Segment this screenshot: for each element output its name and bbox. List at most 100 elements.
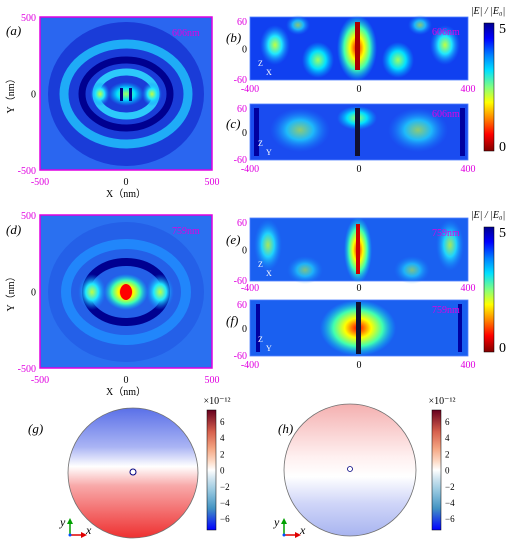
panel-h (281, 403, 417, 538)
map-d-y-tick-2: -500 (18, 364, 36, 375)
map-d-y-label: Y（nm） (5, 272, 17, 312)
panel-letter-a: (a) (6, 23, 21, 38)
cross-c-x-tick-0: -400 (241, 164, 259, 175)
cross-b-y-tick-0: 60 (237, 17, 247, 28)
panel-f (249, 299, 469, 357)
map-d-x-tick-1: 0 (124, 375, 129, 386)
map-d-x-tick-2: 500 (205, 375, 220, 386)
panel-e (249, 217, 469, 284)
cross-b-x-tick-1: 0 (357, 84, 362, 95)
panel-d (39, 214, 213, 369)
colorbar-charge-right-tick-3: 0 (445, 466, 450, 476)
panel-letter-c: (c) (226, 116, 240, 131)
cross-c-axis-h: Y (266, 148, 272, 157)
wavelength-f: 759nm (432, 305, 460, 316)
colorbar-charge-left-exponent: ×10⁻¹² (204, 396, 231, 407)
colorbar-charge-left-tick-1: 4 (220, 433, 225, 443)
colorbar-charge-right-tick-2: 2 (445, 449, 450, 459)
wavelength-b: 606nm (432, 27, 460, 38)
colorbar-e-bottom (483, 226, 495, 353)
panel-c (249, 103, 469, 161)
map-a-x-tick-1: 0 (124, 177, 129, 188)
colorbar-charge-left-tick-2: 2 (220, 449, 225, 459)
wavelength-e: 759nm (432, 228, 460, 239)
colorbar-e-bottom-min: 0 (499, 341, 506, 356)
cross-b-axis-h: X (266, 68, 272, 77)
panel-letter-e: (e) (226, 232, 240, 247)
panel-letter-b: (b) (226, 30, 241, 45)
cross-e-y-tick-1: 0 (242, 246, 247, 257)
cross-b-axis-z: Z (258, 59, 263, 68)
map-a-y-tick-1: 0 (31, 90, 36, 101)
triad-x-label-h: x (299, 523, 306, 537)
map-d-y-tick-1: 0 (31, 288, 36, 299)
cross-e-x-tick-0: -400 (241, 283, 259, 294)
panel-letter-h: (h) (278, 421, 293, 436)
panel-a (39, 16, 213, 171)
colorbar-charge-left-tick-0: 6 (220, 417, 225, 427)
cross-c-y-tick-0: 60 (237, 104, 247, 115)
colorbar-charge-right (431, 409, 442, 531)
cross-c-x-tick-1: 0 (357, 164, 362, 175)
cross-c-y-tick-1: 0 (242, 128, 247, 139)
colorbar-e-top-max: 5 (499, 22, 506, 37)
cross-f-axis-h: Y (266, 344, 272, 353)
colorbar-charge-left-tick-4: −2 (220, 482, 230, 492)
cross-e-axis-h: X (266, 269, 272, 278)
cross-f-axis-z: Z (258, 335, 263, 344)
map-d-y-tick-0: 500 (21, 211, 36, 222)
triad-y-label-g: y (59, 515, 66, 529)
map-a-y-label: Y（nm） (5, 74, 17, 114)
cross-b-y-tick-1: 0 (242, 45, 247, 56)
cross-c-x-tick-2: 400 (461, 164, 476, 175)
panel-letter-d: (d) (6, 222, 21, 237)
cross-c-y-tick-2: -60 (234, 155, 247, 166)
colorbar-charge-left-tick-3: 0 (220, 466, 225, 476)
map-a-y-tick-0: 500 (21, 13, 36, 24)
cross-b-y-tick-2: -60 (234, 75, 247, 86)
colorbar-charge-right-tick-1: 4 (445, 433, 450, 443)
cross-e-x-tick-2: 400 (461, 283, 476, 294)
cross-e-y-tick-2: -60 (234, 276, 247, 287)
colorbar-charge-left-tick-6: −6 (220, 514, 230, 524)
map-a-x-label: X（nm） (106, 188, 146, 200)
colorbar-charge-right-tick-4: −2 (445, 482, 455, 492)
cross-f-y-tick-2: -60 (234, 351, 247, 362)
panel-b (249, 15, 469, 81)
map-a-x-tick-0: -500 (31, 177, 49, 188)
map-d-x-tick-0: -500 (31, 375, 49, 386)
cross-f-y-tick-1: 0 (242, 324, 247, 335)
colorbar-e-bottom-title: |E| / |E₀| (471, 210, 505, 221)
cross-e-x-tick-1: 0 (357, 283, 362, 294)
map-d-x-label: X（nm） (106, 386, 146, 398)
colorbar-charge-right-tick-0: 6 (445, 417, 450, 427)
colorbar-e-bottom-max: 5 (499, 226, 506, 241)
triad-y-label-h: y (273, 515, 280, 529)
cross-f-x-tick-2: 400 (461, 360, 476, 371)
panel-g (67, 407, 199, 539)
wavelength-a: 606nm (172, 28, 200, 39)
cross-e-axis-z: Z (258, 260, 263, 269)
cross-c-axis-z: Z (258, 139, 263, 148)
colorbar-charge-left-tick-5: −4 (220, 498, 230, 508)
text-layer: (a) (b) (c) (d) (e) (f) (g) (h) 606nm 606nm 606nm 7… (5, 6, 506, 537)
cross-b-x-tick-0: -400 (241, 84, 259, 95)
map-a-y-tick-2: -500 (18, 166, 36, 177)
colorbar-charge-right-exponent: ×10⁻¹² (429, 396, 456, 407)
panel-letter-f: (f) (226, 313, 238, 328)
panel-letter-g: (g) (28, 421, 43, 436)
colorbar-charge-right-tick-6: −6 (445, 514, 455, 524)
map-a-x-tick-2: 500 (205, 177, 220, 188)
cross-b-x-tick-2: 400 (461, 84, 476, 95)
colorbar-e-top-min: 0 (499, 140, 506, 155)
cross-f-x-tick-0: -400 (241, 360, 259, 371)
cross-f-y-tick-0: 60 (237, 300, 247, 311)
triad-x-label-g: x (85, 523, 92, 537)
colorbar-charge-left (206, 409, 217, 531)
colorbar-e-top-title: |E| / |E₀| (471, 6, 505, 17)
wavelength-c: 606nm (432, 109, 460, 120)
colorbar-charge-right-tick-5: −4 (445, 498, 455, 508)
wavelength-d: 759nm (172, 226, 200, 237)
colorbar-e-top (483, 22, 495, 152)
